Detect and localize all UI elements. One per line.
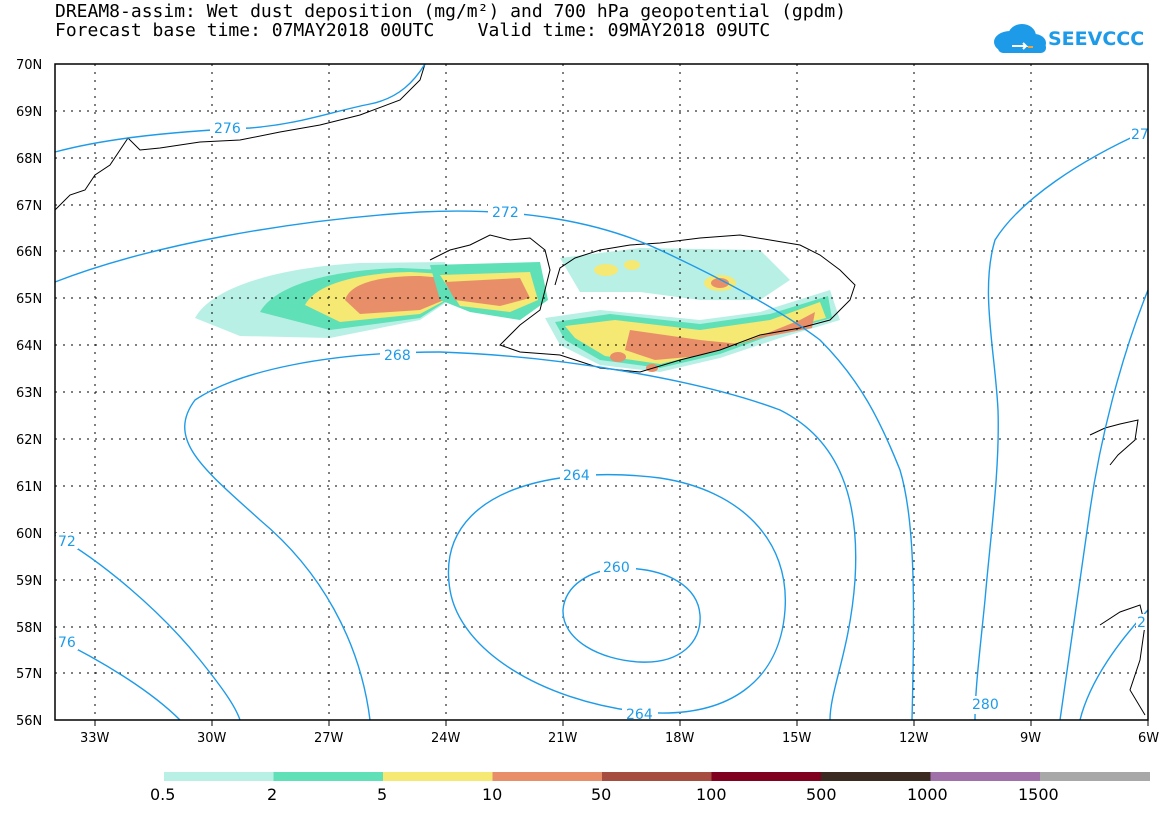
lon-label: 30W xyxy=(197,731,227,746)
coastlines xyxy=(54,63,1146,716)
legend-swatch xyxy=(930,772,1041,781)
contour-label: 264 xyxy=(626,707,653,723)
contour-labels: 276 272 268 264 260 264 280 72 76 27 2 xyxy=(56,120,1149,723)
lat-label: 67N xyxy=(16,199,42,214)
legend-label: 500 xyxy=(806,785,837,804)
contour-label: 76 xyxy=(58,635,76,651)
legend-labels: 0.5 2 5 10 50 100 500 1000 1500 xyxy=(150,785,1059,804)
geopotential-contours xyxy=(54,63,1149,721)
legend-label: 10 xyxy=(482,785,502,804)
legend-swatch xyxy=(821,772,931,781)
lat-label: 62N xyxy=(16,433,42,448)
legend-label: 50 xyxy=(591,785,611,804)
lon-label: 33W xyxy=(80,731,110,746)
lon-label: 21W xyxy=(548,731,578,746)
map-title: DREAM8-assim: Wet dust deposition (mg/m²… xyxy=(55,1,847,22)
lon-label: 12W xyxy=(899,731,929,746)
forecast-times: Forecast base time: 07MAY2018 00UTC Vali… xyxy=(55,20,771,41)
legend-label: 2 xyxy=(267,785,277,804)
lat-label: 70N xyxy=(16,58,42,73)
lon-label: 18W xyxy=(665,731,695,746)
lat-label: 61N xyxy=(16,480,42,495)
lat-label: 59N xyxy=(16,574,42,589)
legend-swatch xyxy=(711,772,822,781)
legend-swatch xyxy=(383,772,493,781)
longitude-labels: 33W 30W 27W 24W 21W 18W 15W 12W 9W 6W xyxy=(80,731,1159,746)
lon-label: 15W xyxy=(782,731,812,746)
contour-label: 27 xyxy=(1131,127,1149,143)
legend-label: 5 xyxy=(377,785,387,804)
legend-swatch xyxy=(492,772,603,781)
legend-label: 100 xyxy=(696,785,727,804)
lon-label: 9W xyxy=(1020,731,1041,746)
plot-frame xyxy=(54,63,1149,721)
contour-label: 264 xyxy=(563,468,590,484)
lat-label: 63N xyxy=(16,386,42,401)
axis-ticks xyxy=(94,720,1149,726)
lat-label: 69N xyxy=(16,105,42,120)
contour-label: 272 xyxy=(492,205,519,221)
lon-label: 27W xyxy=(314,731,344,746)
legend-swatch xyxy=(602,772,712,781)
lon-label: 24W xyxy=(431,731,461,746)
legend-label: 1500 xyxy=(1018,785,1059,804)
contour-label: 260 xyxy=(603,560,630,576)
latitude-labels: 70N 69N 68N 67N 66N 65N 64N 63N 62N 61N … xyxy=(16,58,42,729)
lat-label: 58N xyxy=(16,621,42,636)
lat-label: 57N xyxy=(16,667,42,682)
cloud-icon xyxy=(994,24,1046,53)
color-legend xyxy=(164,772,1150,781)
legend-swatch xyxy=(1040,772,1150,781)
legend-swatch xyxy=(273,772,384,781)
lat-label: 56N xyxy=(16,714,42,729)
lat-label: 68N xyxy=(16,152,42,167)
contour-label: 276 xyxy=(214,121,241,137)
legend-label: 0.5 xyxy=(150,785,175,804)
contour-label: 280 xyxy=(972,697,999,713)
lat-label: 60N xyxy=(16,527,42,542)
contour-label: 2 xyxy=(1137,615,1146,631)
dust-deposition-field xyxy=(195,248,840,372)
lon-label: 6W xyxy=(1138,731,1159,746)
legend-label: 1000 xyxy=(907,785,948,804)
logo-text: SEEVCCC xyxy=(1048,28,1145,50)
lat-label: 64N xyxy=(16,339,42,354)
seevccc-logo: SEEVCCC xyxy=(990,22,1144,56)
graticule xyxy=(55,64,1148,720)
lat-label: 66N xyxy=(16,245,42,260)
lat-label: 65N xyxy=(16,292,42,307)
legend-swatch xyxy=(164,772,274,781)
contour-label: 268 xyxy=(384,348,411,364)
contour-label: 72 xyxy=(58,534,76,550)
